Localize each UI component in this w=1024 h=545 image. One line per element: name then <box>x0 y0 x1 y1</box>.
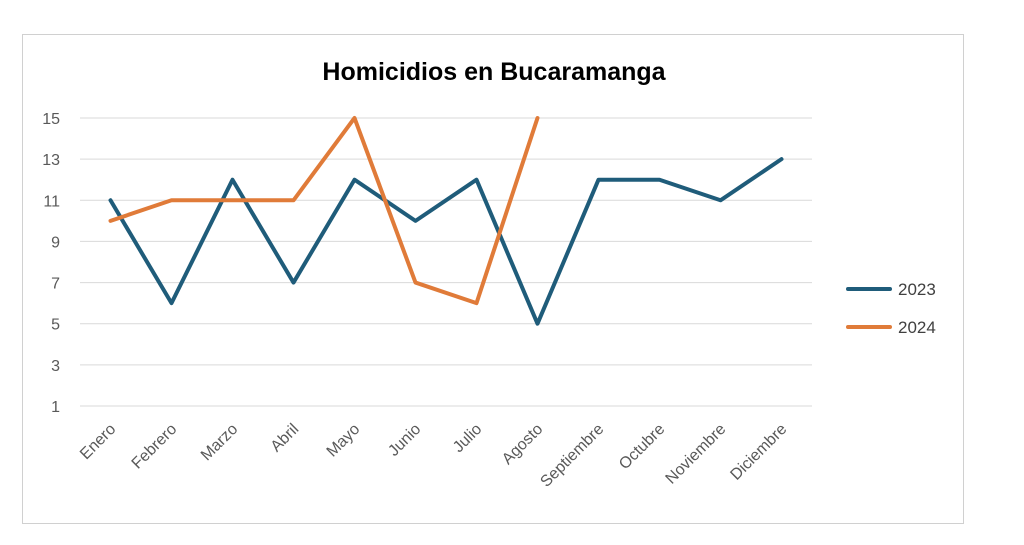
x-tick-label: Mayo <box>324 421 364 461</box>
x-tick-label: Junio <box>385 421 424 460</box>
y-tick-label: 9 <box>51 234 60 251</box>
x-tick-label: Agosto <box>499 421 546 468</box>
legend-label: 2024 <box>898 318 936 337</box>
x-tick-label: Febrero <box>129 421 181 473</box>
x-tick-label: Enero <box>77 421 119 463</box>
y-tick-label: 5 <box>51 317 60 334</box>
y-tick-label: 1 <box>51 399 60 416</box>
x-tick-label: Diciembre <box>727 421 790 484</box>
x-tick-label: Octubre <box>616 421 668 473</box>
x-tick-label: Septiembre <box>537 421 607 491</box>
chart-frame <box>22 34 964 524</box>
y-tick-label: 7 <box>51 276 60 293</box>
y-tick-label: 3 <box>51 358 60 375</box>
x-tick-label: Abril <box>268 421 303 456</box>
series-line-2024 <box>108 116 540 306</box>
y-tick-label: 11 <box>43 193 60 210</box>
x-axis-ticks: Enero Febrero Marzo Abril Mayo Junio Julio Agos… <box>77 421 790 491</box>
y-tick-label: 13 <box>42 152 60 169</box>
legend: 2023 2024 <box>846 280 936 337</box>
chart-title: Homicidios en Bucaramanga <box>322 58 666 86</box>
legend-label: 2023 <box>898 280 936 299</box>
x-tick-label: Marzo <box>198 421 242 465</box>
x-tick-label: Julio <box>450 421 485 456</box>
y-tick-label: 15 <box>42 111 60 128</box>
series-lines <box>108 116 784 326</box>
x-tick-label: Noviembre <box>663 421 730 488</box>
